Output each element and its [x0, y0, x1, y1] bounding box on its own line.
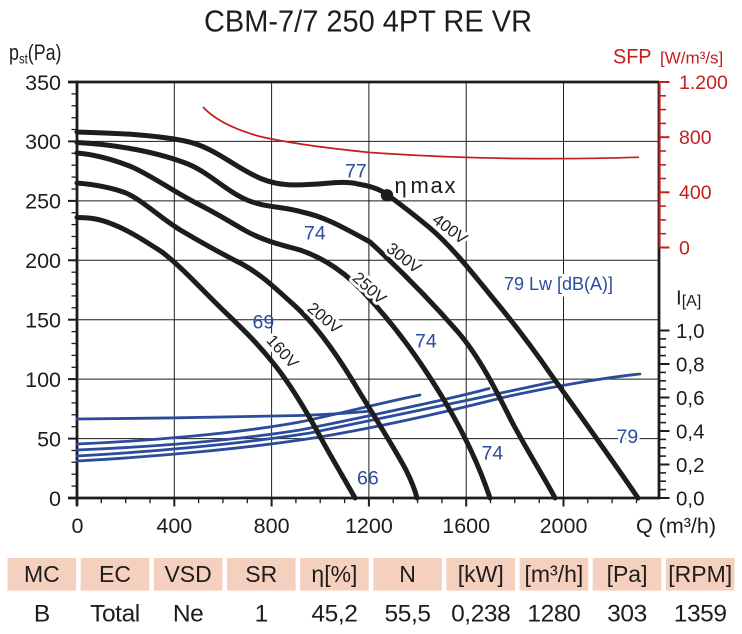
svg-text:55,5: 55,5	[385, 601, 431, 628]
svg-text:0,6: 0,6	[676, 387, 705, 410]
svg-text:400: 400	[156, 514, 192, 538]
svg-text:400: 400	[679, 182, 712, 204]
svg-text:Q (m³/h): Q (m³/h)	[636, 514, 716, 538]
svg-text:0,238: 0,238	[451, 601, 510, 628]
svg-text:VSD: VSD	[164, 561, 211, 587]
svg-text:69: 69	[253, 312, 275, 334]
svg-text:1600: 1600	[442, 514, 490, 538]
svg-text:200: 200	[25, 249, 61, 273]
svg-text:66: 66	[357, 468, 379, 490]
svg-text:I[A]: I[A]	[676, 287, 701, 311]
svg-text:EC: EC	[99, 561, 131, 587]
svg-text:SR: SR	[245, 561, 277, 587]
svg-text:74: 74	[304, 223, 326, 245]
svg-text:CBM-7/7 250 4PT RE VR: CBM-7/7 250 4PT RE VR	[204, 4, 532, 39]
svg-text:Total: Total	[90, 601, 140, 628]
svg-text:2000: 2000	[540, 514, 588, 538]
svg-text:800: 800	[254, 514, 290, 538]
svg-text:1359: 1359	[674, 601, 727, 628]
svg-text:0: 0	[72, 514, 84, 538]
svg-text:350: 350	[25, 71, 61, 95]
svg-text:77: 77	[345, 161, 367, 183]
svg-text:250: 250	[25, 190, 61, 214]
svg-text:[RPM]: [RPM]	[668, 561, 732, 587]
svg-text:0,8: 0,8	[676, 354, 705, 377]
svg-text:800: 800	[679, 127, 712, 149]
svg-text:79 Lw [dB(A)]: 79 Lw [dB(A)]	[504, 274, 613, 294]
svg-text:0,0: 0,0	[676, 488, 705, 511]
svg-text:150: 150	[25, 309, 61, 333]
svg-text:η[%]: η[%]	[311, 561, 357, 587]
svg-text:1,0: 1,0	[676, 320, 705, 343]
svg-text:Ne: Ne	[173, 601, 204, 628]
svg-text:0,4: 0,4	[676, 421, 705, 444]
svg-text:[m³/h]: [m³/h]	[524, 561, 583, 587]
svg-text:0: 0	[49, 487, 61, 511]
svg-text:74: 74	[482, 443, 504, 465]
svg-text:300: 300	[25, 130, 61, 154]
svg-text:[Pa]: [Pa]	[607, 561, 648, 587]
svg-text:100: 100	[25, 368, 61, 392]
svg-text:1280: 1280	[527, 601, 580, 628]
svg-text:pst(Pa): pst(Pa)	[9, 40, 62, 67]
svg-text:B: B	[34, 601, 50, 628]
svg-text:45,2: 45,2	[311, 601, 357, 628]
svg-text:SFP: SFP	[613, 46, 652, 69]
svg-text:74: 74	[415, 331, 437, 353]
svg-text:0: 0	[679, 237, 690, 259]
svg-text:1.200: 1.200	[679, 72, 728, 94]
svg-text:79: 79	[617, 426, 639, 448]
svg-text:N: N	[399, 561, 416, 587]
svg-text:50: 50	[37, 427, 61, 451]
svg-text:MC: MC	[24, 561, 60, 587]
svg-text:1: 1	[255, 601, 268, 628]
svg-text:1200: 1200	[345, 514, 393, 538]
svg-text:0,2: 0,2	[676, 454, 705, 477]
svg-text:303: 303	[607, 601, 647, 628]
svg-text:[kW]: [kW]	[458, 561, 504, 587]
svg-text:[W/m³/s]: [W/m³/s]	[660, 49, 723, 68]
